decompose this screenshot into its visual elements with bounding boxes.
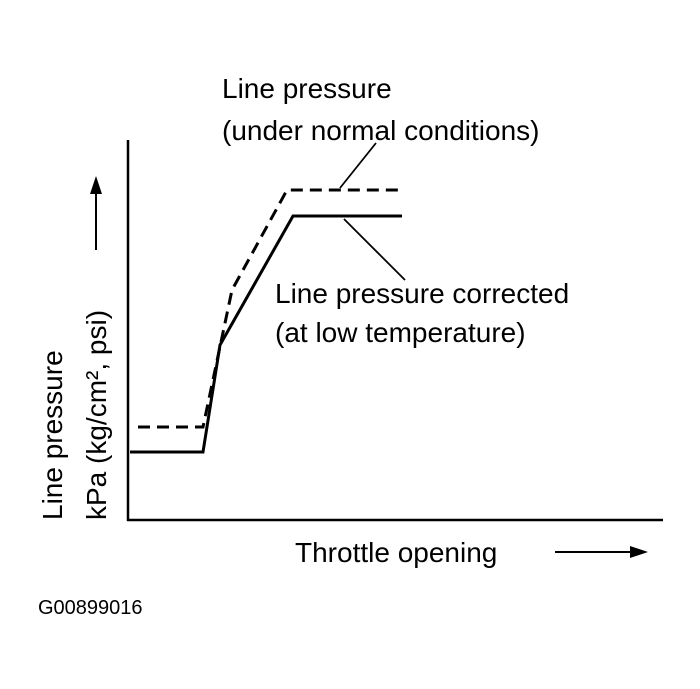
arrow-head	[630, 546, 648, 558]
y-axis-label: kPa (kg/cm², psi)	[81, 310, 112, 520]
x-axis-label: Throttle opening	[295, 537, 497, 568]
leader-line	[343, 218, 406, 281]
label: Line pressure	[222, 73, 392, 104]
normal-pressure-line	[138, 188, 402, 429]
label: Line pressure corrected	[275, 278, 569, 309]
y-axis-label: Line pressure	[37, 350, 68, 520]
corrected-pressure-line	[130, 214, 402, 454]
arrow-head	[90, 176, 102, 194]
label: (at low temperature)	[275, 317, 526, 348]
figure-id: G00899016	[38, 597, 143, 619]
leader-line	[339, 142, 377, 189]
label: (under normal conditions)	[222, 115, 540, 146]
